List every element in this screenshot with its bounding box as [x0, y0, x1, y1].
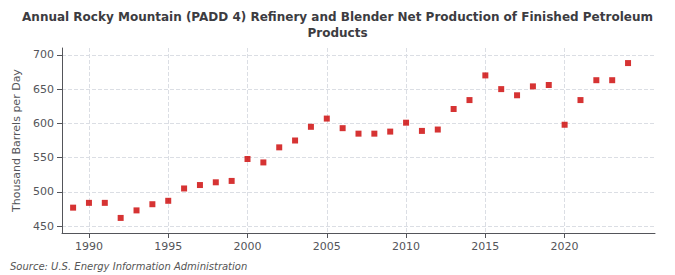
svg-text:Thousand Barrels per Day: Thousand Barrels per Day — [10, 69, 23, 213]
svg-text:600: 600 — [33, 117, 54, 130]
svg-text:500: 500 — [33, 185, 54, 198]
svg-text:550: 550 — [33, 151, 54, 164]
svg-text:2000: 2000 — [234, 240, 262, 253]
svg-text:1995: 1995 — [154, 240, 182, 253]
svg-text:Source: U.S. Energy Informatio: Source: U.S. Energy Information Administ… — [10, 261, 247, 272]
svg-text:1990: 1990 — [75, 240, 103, 253]
svg-text:700: 700 — [33, 48, 54, 61]
svg-text:2020: 2020 — [551, 240, 579, 253]
svg-text:Products: Products — [307, 26, 367, 40]
svg-text:Annual Rocky Mountain (PADD 4): Annual Rocky Mountain (PADD 4) Refinery … — [22, 10, 653, 24]
svg-text:2010: 2010 — [392, 240, 420, 253]
svg-text:450: 450 — [33, 220, 54, 233]
svg-text:650: 650 — [33, 83, 54, 96]
svg-text:2005: 2005 — [313, 240, 341, 253]
svg-text:2015: 2015 — [471, 240, 499, 253]
